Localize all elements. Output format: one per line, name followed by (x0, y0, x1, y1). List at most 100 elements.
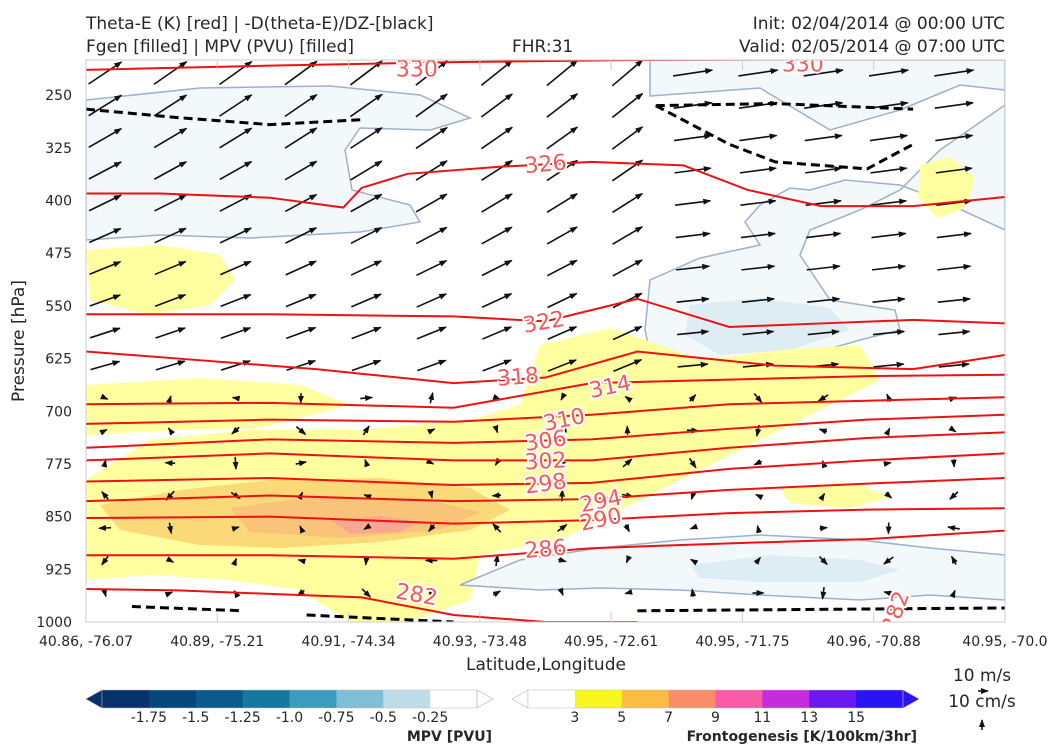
wind-vector (818, 492, 826, 502)
y-tick-label: 475 (45, 246, 72, 262)
wind-vector (740, 198, 777, 206)
colorbar-tick-label: -1.0 (276, 710, 303, 726)
colorbar-extend-low (85, 689, 103, 709)
colorbar-tick-label: -0.75 (318, 710, 354, 726)
wind-vector (164, 591, 174, 598)
wind-vector (153, 127, 188, 149)
wind-vector (804, 133, 843, 142)
wind-vector (284, 93, 318, 118)
colorbar-swatch (668, 690, 716, 708)
theta-e-contour-290 (86, 507, 1005, 525)
wind-vector (546, 126, 579, 150)
wind-vector (90, 360, 121, 371)
wind-vector (153, 61, 188, 85)
wind-vector (493, 553, 500, 567)
wind-vector (871, 263, 907, 271)
wind-vector (154, 294, 187, 307)
colorbar-swatch (383, 690, 431, 708)
wind-vector (481, 159, 513, 182)
wind-vector (872, 296, 906, 304)
wind-vector (295, 426, 307, 436)
wind-vector (819, 525, 829, 532)
fgen-region (230, 496, 480, 538)
wind-vector (817, 394, 829, 402)
wind-vector (611, 92, 644, 119)
theta-e-contour-302 (86, 431, 1005, 462)
wind-vector (349, 60, 383, 86)
wind-vector (546, 93, 579, 118)
colorbar-swatch (242, 690, 290, 708)
colorbar-swatch (762, 690, 810, 708)
wind-vector (937, 296, 971, 304)
wind-vector (427, 490, 434, 499)
wind-vector (89, 261, 122, 275)
wind-vector (818, 555, 828, 566)
wind-vector (950, 459, 957, 468)
y-tick-label: 775 (45, 457, 72, 473)
wind-vector (742, 329, 775, 336)
wind-vector (350, 260, 383, 276)
colorbar-tick-label: 9 (711, 710, 720, 726)
mpv-region (644, 60, 1005, 381)
wind-vector (690, 588, 697, 597)
wind-vector (415, 93, 448, 118)
theta-e-label-330: 330 (782, 53, 824, 78)
wind-vector (546, 226, 578, 245)
wind-vector (674, 133, 713, 142)
theta-e-contour-314 (86, 373, 1005, 409)
colorbar-swatch (621, 690, 670, 708)
wind-vector (219, 260, 252, 276)
fgen-region (86, 328, 880, 622)
plot-frame (85, 59, 1006, 623)
wind-vector (350, 226, 383, 245)
wind-vector (883, 590, 894, 597)
wind-vector (558, 426, 568, 433)
wind-vector (689, 523, 699, 530)
wind-vector (364, 458, 371, 468)
wind-vector (753, 393, 763, 404)
wind-vector (89, 327, 121, 339)
colorbar-tick-label: -0.25 (412, 710, 448, 726)
wind-vector (546, 193, 579, 213)
wind-vector (938, 361, 970, 368)
y-tick-label: 325 (45, 141, 72, 157)
x-tick-label: 40.95, -72.61 (564, 634, 658, 650)
wind-vector (873, 361, 905, 368)
wind-vector (806, 231, 842, 239)
wind-vector (101, 588, 107, 598)
wind-vector (937, 263, 972, 271)
colorbar-tick-label: -1.25 (225, 710, 261, 726)
y-tick-label: 850 (45, 510, 72, 526)
wind-vector (219, 160, 253, 181)
wind-vector (884, 491, 893, 499)
x-tick-label: 40.95, -71.75 (695, 634, 789, 650)
wind-vector (100, 393, 109, 400)
wind-vector (869, 100, 909, 110)
wind-vector (689, 558, 699, 566)
wind-vector (231, 426, 240, 435)
wind-vector (558, 556, 567, 563)
wind-vector (481, 226, 513, 245)
title-line-2: Fgen [filled] | MPV (PVU) [filled] (86, 37, 355, 57)
wind-vector (883, 461, 892, 467)
wind-vector (481, 193, 513, 213)
wind-vector (360, 395, 374, 402)
wind-key-vertical-label: 10 cm/s (948, 692, 1016, 712)
colorbar-swatch (715, 690, 763, 708)
forecast-hour: FHR:31 (512, 37, 574, 57)
wind-vector (415, 160, 448, 181)
wind-vector (154, 227, 187, 244)
wind-vector (624, 395, 633, 404)
wind-vector (167, 427, 176, 436)
wind-vector (285, 227, 318, 244)
mpv-region (690, 555, 900, 582)
stability-contour (655, 102, 914, 111)
theta-e-contour-298 (86, 452, 1005, 487)
wind-vector (546, 60, 579, 87)
wind-vector (284, 160, 318, 181)
wind-vector (88, 227, 122, 244)
wind-vector (938, 329, 971, 336)
colorbar-tick-label: -1.5 (182, 710, 209, 726)
x-tick-label: 40.95, -70.0 (962, 634, 1047, 650)
stability-contour (306, 613, 454, 622)
